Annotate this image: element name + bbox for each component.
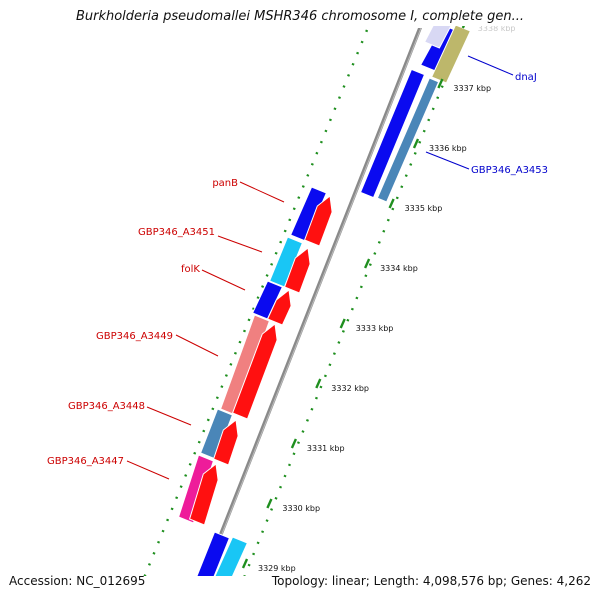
cds-a3448-red[interactable] — [212, 419, 239, 466]
ruler-tick-label: 3330 kbp — [282, 504, 320, 513]
leader-a3449 — [175, 334, 219, 357]
gene-lower-cyan[interactable] — [206, 536, 249, 600]
ruler-tick-label: 3333 kbp — [356, 324, 394, 333]
label-leaders — [126, 55, 514, 480]
gene-label-folK[interactable]: folK — [181, 264, 200, 275]
gene-upper-lavender[interactable] — [423, 19, 452, 49]
ruler-tick — [388, 198, 395, 209]
cds-a3449-red[interactable] — [231, 323, 278, 420]
accession-text: Accession: NC_012695 — [9, 574, 146, 588]
ruler-tick — [364, 258, 371, 269]
gene-label-a3451[interactable]: GBP346_A3451 — [138, 227, 215, 238]
gene-dnaJ-khaki[interactable] — [430, 25, 472, 84]
cds-folK-red[interactable] — [266, 289, 292, 326]
ruler-ticks: 3329 kbp 3330 kbp 3331 kbp 3332 kbp 3333 kbp… — [241, 24, 516, 573]
ruler-tick — [315, 378, 322, 389]
ruler-tick-label: 3337 kbp — [453, 84, 491, 93]
gene-label-panB[interactable]: panB — [212, 178, 238, 189]
ruler-tick — [339, 318, 346, 329]
ruler-tick — [266, 498, 273, 509]
ruler-tick-label: 3331 kbp — [307, 444, 345, 453]
map-body: panB GBP346_A3451 folK GBP346_A3449 GBP3… — [47, 19, 548, 600]
cds-a3451-red[interactable] — [283, 247, 311, 294]
ruler-tick-label: 3334 kbp — [380, 264, 418, 273]
leader-a3453 — [425, 151, 470, 170]
leader-a3448 — [146, 406, 192, 426]
gene-label-a3449[interactable]: GBP346_A3449 — [96, 331, 173, 342]
gene-label-dnaJ[interactable]: dnaJ — [515, 72, 537, 83]
gene-label-a3448[interactable]: GBP346_A3448 — [68, 401, 145, 412]
gene-track — [177, 19, 472, 600]
ruler-tick-label: 3336 kbp — [429, 144, 467, 153]
ruler-tick — [241, 558, 249, 569]
cds-panB-red[interactable] — [303, 195, 333, 247]
gene-a3453-steel[interactable] — [376, 77, 440, 203]
leader-a3447 — [126, 460, 170, 480]
ruler-tick — [290, 438, 297, 449]
ruler-tick-label: 3335 kbp — [405, 204, 443, 213]
ruler-tick — [461, 26, 466, 29]
ruler-tick — [437, 78, 444, 89]
leader-panB — [239, 181, 285, 203]
ruler-tick-label: 3332 kbp — [331, 384, 369, 393]
gene-label-a3453[interactable]: GBP346_A3453 — [471, 165, 548, 176]
gene-label-a3447[interactable]: GBP346_A3447 — [47, 456, 124, 467]
ruler-tick-label: 3329 kbp — [258, 564, 296, 573]
leader-a3451 — [217, 235, 263, 253]
gene-a3453-blue[interactable] — [359, 68, 426, 199]
map-title: Burkholderia pseudomallei MSHR346 chromo… — [75, 9, 525, 24]
ruler-dotted-line-left — [143, 29, 369, 576]
sequence-backbone-highlight — [204, 27, 422, 576]
ruler-tick-label: 3338 kbp — [478, 24, 516, 33]
gene-lower-blue[interactable] — [189, 531, 231, 600]
cds-a3447-red[interactable] — [188, 463, 219, 526]
leader-folK — [201, 269, 246, 291]
ruler-tick — [412, 138, 420, 149]
topology-summary: Topology: linear; Length: 4,098,576 bp; … — [271, 574, 591, 588]
leader-dnaJ — [467, 55, 514, 76]
